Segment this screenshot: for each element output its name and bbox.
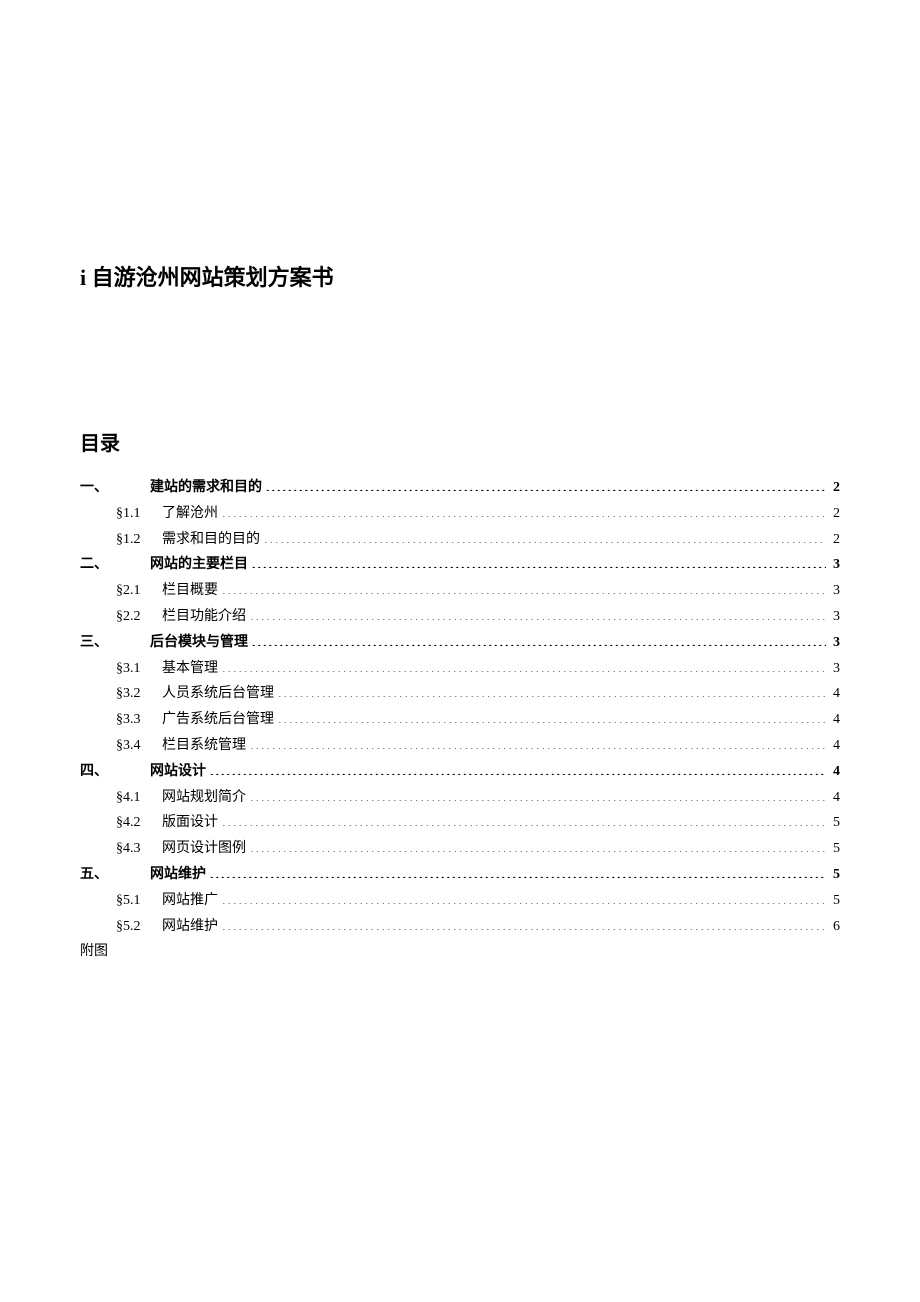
toc-entry-number: 四、 xyxy=(80,760,150,784)
toc-entry-page: 4 xyxy=(830,760,840,784)
toc-leader-dots xyxy=(252,554,826,568)
toc-entry-page: 5 xyxy=(830,811,840,835)
toc-entry: 一、建站的需求和目的 2 xyxy=(80,476,840,500)
toc-entry: §3.3广告系统后台管理 4 xyxy=(80,708,840,732)
toc-entry: 五、网站维护 5 xyxy=(80,863,840,887)
toc-entry: §2.1栏目概要 3 xyxy=(80,579,840,603)
toc-entry-page: 2 xyxy=(830,502,840,526)
toc-entry: 三、后台模块与管理 3 xyxy=(80,631,840,655)
toc-entry-number: §4.2 xyxy=(116,811,162,835)
toc-leader-dots xyxy=(278,683,826,697)
toc-entry-label: 栏目系统管理 xyxy=(162,734,246,758)
toc-entry-number: §3.3 xyxy=(116,708,162,732)
toc-entry-page: 2 xyxy=(830,476,840,500)
toc-entry-number: §1.1 xyxy=(116,502,162,526)
toc-entry: §5.2网站维护 6 xyxy=(80,915,840,939)
toc-entry-number: §5.1 xyxy=(116,889,162,913)
toc-entry-number: §2.2 xyxy=(116,605,162,629)
toc-entry: §4.1网站规划简介 4 xyxy=(80,786,840,810)
toc-leader-dots xyxy=(250,787,826,801)
toc-heading: 目录 xyxy=(80,427,840,456)
toc-leader-dots xyxy=(210,864,826,878)
toc-entry-label: 栏目概要 xyxy=(162,579,218,603)
toc-entry-label: 网站设计 xyxy=(150,760,206,784)
toc-entry-page: 3 xyxy=(830,553,840,577)
toc-entry-label: 了解沧州 xyxy=(162,502,218,526)
toc-entry-page: 5 xyxy=(830,837,840,861)
toc-entry: §3.4栏目系统管理 4 xyxy=(80,734,840,758)
toc-entry-number: §1.2 xyxy=(116,528,162,552)
toc-entry-page: 2 xyxy=(830,528,840,552)
toc-entry-label: 网站维护 xyxy=(162,915,218,939)
toc-entry: §2.2栏目功能介绍 3 xyxy=(80,605,840,629)
toc-entry-number: 一、 xyxy=(80,476,150,500)
toc-entry-label: 网站维护 xyxy=(150,863,206,887)
toc-leader-dots xyxy=(250,606,826,620)
toc-entry-label: 网站的主要栏目 xyxy=(150,553,248,577)
toc-leader-dots xyxy=(222,580,826,594)
appendix-label: 附图 xyxy=(80,940,840,960)
toc-entry-number: §5.2 xyxy=(116,915,162,939)
toc-entry-page: 4 xyxy=(830,734,840,758)
toc-leader-dots xyxy=(222,812,826,826)
toc-leader-dots xyxy=(210,761,826,775)
toc-entry: §5.1网站推广 5 xyxy=(80,889,840,913)
toc-entry-page: 5 xyxy=(830,889,840,913)
toc-entry-label: 栏目功能介绍 xyxy=(162,605,246,629)
toc-leader-dots xyxy=(252,632,826,646)
toc-entry-page: 5 xyxy=(830,863,840,887)
toc-leader-dots xyxy=(222,503,826,517)
toc-entry-label: 广告系统后台管理 xyxy=(162,708,274,732)
toc-entry-label: 后台模块与管理 xyxy=(150,631,248,655)
toc-entry-number: §3.1 xyxy=(116,657,162,681)
toc-entry-number: §2.1 xyxy=(116,579,162,603)
toc-entry-page: 4 xyxy=(830,708,840,732)
toc-entry-number: §3.2 xyxy=(116,682,162,706)
toc-entry-page: 6 xyxy=(830,915,840,939)
toc-entry-number: 五、 xyxy=(80,863,150,887)
toc-entry-number: §4.1 xyxy=(116,786,162,810)
toc-entry-number: 二、 xyxy=(80,553,150,577)
toc-leader-dots xyxy=(266,477,826,491)
toc-leader-dots xyxy=(278,709,826,723)
toc-leader-dots xyxy=(250,838,826,852)
toc-entry-page: 3 xyxy=(830,657,840,681)
toc-entry: §3.1基本管理 3 xyxy=(80,657,840,681)
toc-entry-label: 建站的需求和目的 xyxy=(150,476,262,500)
toc-entry-label: 网站规划简介 xyxy=(162,786,246,810)
toc-entry-page: 3 xyxy=(830,579,840,603)
toc-leader-dots xyxy=(250,735,826,749)
document-title: i 自游沧州网站策划方案书 xyxy=(80,260,840,292)
toc-entry-number: §4.3 xyxy=(116,837,162,861)
toc-leader-dots xyxy=(264,529,826,543)
toc-entry-label: 网站推广 xyxy=(162,889,218,913)
toc-entry: 二、网站的主要栏目 3 xyxy=(80,553,840,577)
document-page: i 自游沧州网站策划方案书 目录 一、建站的需求和目的2§1.1了解沧州2§1.… xyxy=(0,0,920,960)
toc-entry: §4.2版面设计 5 xyxy=(80,811,840,835)
toc-entry-page: 4 xyxy=(830,786,840,810)
toc-entry-label: 网页设计图例 xyxy=(162,837,246,861)
toc-entry: §4.3网页设计图例 5 xyxy=(80,837,840,861)
toc-leader-dots xyxy=(222,890,826,904)
toc-entry: §1.2需求和目的目的 2 xyxy=(80,528,840,552)
toc-entry-page: 4 xyxy=(830,682,840,706)
toc-entry-number: §3.4 xyxy=(116,734,162,758)
toc-entry-label: 需求和目的目的 xyxy=(162,528,260,552)
toc-entry-label: 基本管理 xyxy=(162,657,218,681)
toc-entry-label: 人员系统后台管理 xyxy=(162,682,274,706)
toc-entry: §1.1了解沧州 2 xyxy=(80,502,840,526)
toc-leader-dots xyxy=(222,658,826,672)
toc-leader-dots xyxy=(222,916,826,930)
toc-entry-number: 三、 xyxy=(80,631,150,655)
toc-entry: §3.2人员系统后台管理 4 xyxy=(80,682,840,706)
toc-entry: 四、网站设计 4 xyxy=(80,760,840,784)
table-of-contents: 一、建站的需求和目的2§1.1了解沧州2§1.2需求和目的目的2二、网站的主要栏… xyxy=(80,476,840,938)
toc-entry-label: 版面设计 xyxy=(162,811,218,835)
toc-entry-page: 3 xyxy=(830,605,840,629)
toc-entry-page: 3 xyxy=(830,631,840,655)
